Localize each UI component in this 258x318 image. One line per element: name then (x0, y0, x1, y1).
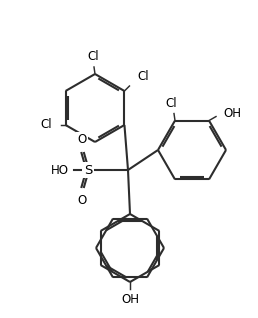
Text: OH: OH (121, 293, 139, 306)
Text: Cl: Cl (40, 119, 52, 132)
Text: Cl: Cl (138, 70, 149, 83)
Text: O: O (77, 194, 87, 207)
Text: HO: HO (51, 163, 69, 176)
Text: Cl: Cl (87, 50, 99, 63)
Text: S: S (84, 163, 92, 176)
Text: OH: OH (223, 107, 241, 120)
Text: O: O (77, 133, 87, 146)
Text: Cl: Cl (165, 97, 177, 110)
